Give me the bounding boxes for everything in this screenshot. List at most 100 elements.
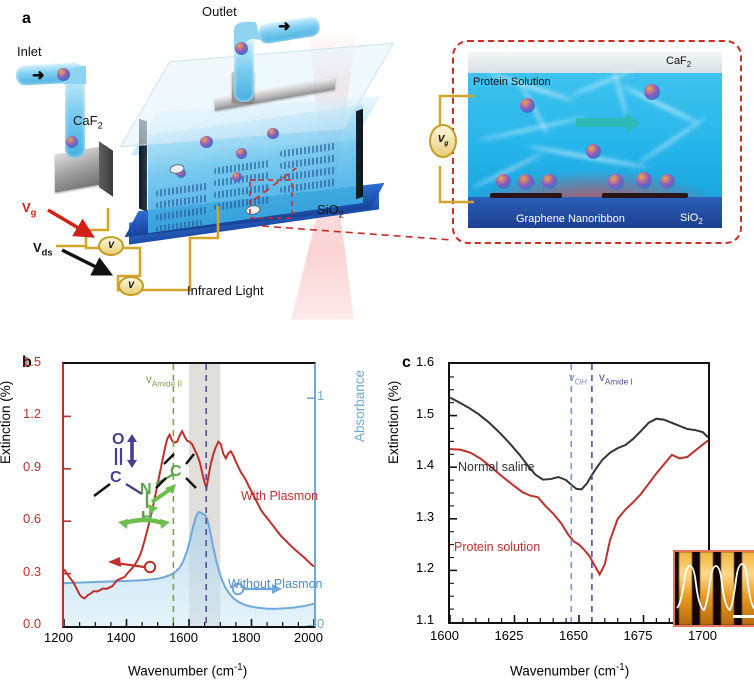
inlet-pipe-elbow (64, 66, 86, 84)
sio2-label: SiO2 (317, 202, 344, 220)
panel-b-y-axis-title: Extinction (%) (0, 380, 13, 464)
inset-caf2-label: CaF2 (666, 55, 691, 69)
outlet-label: Outlet (202, 4, 237, 19)
protein-solution-label: Protein solution (454, 540, 541, 554)
panel-c-y-tick: 1.6 (416, 354, 435, 369)
panel-c-x-title-base: Wavenumber (cm (510, 663, 617, 679)
oh-v: v (569, 372, 575, 384)
oh-sub: OH (574, 377, 588, 387)
protein-particle (232, 172, 242, 182)
protein-particle (586, 144, 601, 159)
panel-c-x-tick: 1650 (559, 628, 588, 643)
inlet-flow-arrow: ➜ (32, 67, 45, 84)
panel-b-x-title-tail: ) (242, 663, 248, 679)
protein-particle (66, 136, 78, 148)
panel-b-plot-area: O C N H C (62, 362, 316, 628)
oh-line-label: vOH (569, 372, 587, 386)
amide-ii-v: v (146, 374, 152, 386)
panel-c-y-tick: 1.3 (416, 508, 435, 524)
panel-b-spectra: b Extinction (%) Absorbance Wavenumber (… (0, 332, 380, 699)
inset-vg-text: V (437, 134, 445, 145)
inset-sio2-label: SiO2 (680, 212, 703, 226)
inset-caf2-sub: 2 (686, 60, 692, 70)
panel-c-x-tick: 1625 (494, 628, 524, 643)
caf2-label: CaF2 (73, 113, 103, 131)
vds-arrow (61, 248, 114, 276)
vg-arrow (47, 208, 95, 238)
infrared-light-label: Infrared Light (187, 283, 264, 298)
protein-particle (200, 136, 213, 148)
inset-gate-voltmeter: Vg (429, 124, 457, 158)
near-field-profile (676, 563, 754, 612)
panel-b-x-axis-title: Wavenumber (cm-1) (128, 662, 247, 679)
panel-b-y-tick: 1.5 (23, 354, 42, 369)
panel-b-right-axis-title: Absorbance (352, 369, 367, 442)
panel-c-spectra: c Extinction (%) Wavenumber (cm-1) (380, 332, 754, 699)
panel-b-y-tick: 0.9 (23, 458, 42, 474)
panel-c-plot-area: s4(w) (448, 362, 754, 627)
protein-particle (518, 174, 534, 190)
vds-label-sub: ds (41, 247, 53, 258)
near-field-inset-image: s4(w) (673, 550, 754, 627)
vg-label-sub: g (30, 207, 37, 218)
panel-c-x-title-sup: -1 (616, 662, 625, 673)
amide-i-sub: Amide I (604, 377, 633, 387)
panel-b-x-tick: 1200 (44, 630, 73, 645)
panel-c-x-tick: 1675 (623, 628, 653, 643)
sio2-label-sub: 2 (338, 209, 344, 220)
panel-c-y-tick: 1.4 (416, 457, 435, 473)
panel-b-x-tick: 1800 (231, 630, 261, 645)
panel-c-x-title-tail: ) (624, 663, 630, 679)
vg-label: Vg (22, 200, 36, 218)
protein-particle (176, 168, 186, 178)
inset-sio2-layer (468, 197, 722, 228)
ds-voltmeter: V (118, 276, 144, 296)
inset-protein-solution-label: Protein Solution (473, 76, 551, 88)
inset-cross-section: Protein Solution CaF2 Graphene Nanoribbo… (468, 52, 722, 228)
protein-particle (644, 84, 660, 100)
flow-direction-arrow (576, 118, 628, 127)
panel-b-y-tick: 1.2 (23, 406, 42, 422)
protein-particle (636, 172, 652, 189)
panel-b-x-title-base: Wavenumber (cm (128, 663, 235, 679)
protein-particle (496, 174, 511, 189)
panel-c-y-tick: 1.1 (416, 612, 435, 627)
inset-nanoribbon (490, 193, 562, 198)
panel-a-letter: a (22, 10, 31, 27)
protein-particle (660, 174, 675, 189)
panel-c-svg (450, 364, 708, 622)
atom-label-n: N (140, 481, 152, 498)
flow-direction-arrowhead (626, 113, 640, 133)
caf2-label-sub: 2 (97, 120, 103, 131)
atom-label-h: H (141, 509, 153, 526)
vds-label: Vds (33, 240, 53, 258)
peptide-bond-diagram: O C N H C (93, 431, 197, 529)
inset-scale-bar (733, 615, 754, 618)
panel-c-y-axis-title: Extinction (%) (386, 380, 401, 464)
panel-b-right-tick: 1 (317, 388, 325, 404)
vg-label-text: V (22, 200, 31, 215)
panel-b-x-tick: 1400 (106, 630, 136, 645)
outlet-pipe-vertical (234, 40, 254, 102)
amide-ii-line-label: vAmide II (146, 374, 182, 388)
panel-b-y-tick: 0.0 (23, 616, 42, 631)
zoom-connector-lines (249, 168, 453, 241)
panel-b-x-tick: 2000 (294, 630, 323, 645)
vds-label-text: V (33, 240, 42, 255)
panel-c-letter: c (402, 354, 411, 371)
atom-label-c-left: C (110, 469, 122, 486)
inset-vg-sub: g (444, 139, 449, 147)
panel-b-x-title-sup: -1 (234, 662, 243, 673)
normal-saline-label: Normal saline (458, 460, 535, 474)
atom-label-o: O (112, 431, 124, 448)
inset-sio2-sub: 2 (698, 217, 703, 226)
panel-a-schematic: a (0, 0, 754, 330)
protein-particle (235, 42, 248, 55)
inlet-label: Inlet (17, 44, 42, 59)
left-axis-pointer (108, 557, 157, 574)
without-plasmon-label: Without Plasmon (228, 577, 323, 591)
atom-label-c-right: C (170, 463, 182, 480)
inset-nanoribbon (602, 193, 688, 198)
panel-b-svg (64, 364, 314, 626)
source-electrode-face (99, 141, 113, 197)
